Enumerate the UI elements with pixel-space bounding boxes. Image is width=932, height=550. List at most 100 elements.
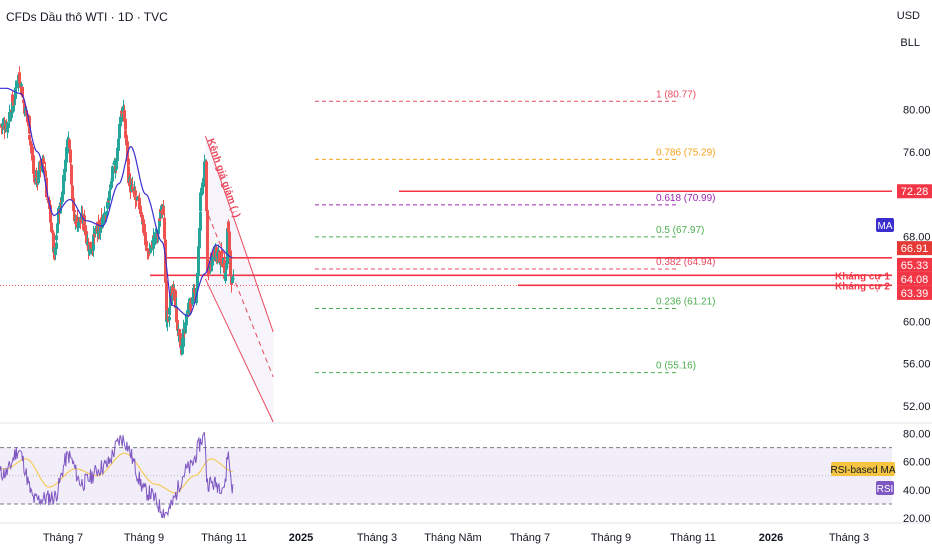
resistance-label: Kháng cự 1	[835, 271, 890, 282]
candle	[145, 232, 148, 250]
candle-body	[140, 212, 143, 218]
price-label-tag[interactable]: 65.33	[897, 257, 932, 272]
fib-level-label: 0.5 (67.97)	[656, 225, 704, 236]
candle	[16, 81, 19, 88]
candle-body	[112, 163, 115, 165]
candle-body	[133, 188, 136, 191]
ma-badge-bg	[876, 218, 894, 232]
candle	[94, 225, 97, 236]
price-label-bg	[897, 184, 932, 199]
candle-body	[49, 205, 52, 223]
candle-body	[86, 241, 89, 245]
x-axis-tick: Tháng 11	[670, 532, 716, 544]
candle-body	[89, 241, 92, 250]
fib-level-label: 0.786 (75.29)	[656, 147, 716, 158]
channel-lower-line	[204, 278, 274, 423]
candle-body	[126, 141, 129, 162]
candle	[68, 138, 71, 152]
candle	[192, 283, 195, 303]
candle	[33, 164, 36, 185]
x-axis-tick: Tháng 7	[43, 532, 83, 544]
candle-body	[106, 201, 109, 209]
candle	[12, 96, 15, 106]
candle-body	[39, 160, 42, 171]
candle-body	[198, 227, 201, 249]
candle	[39, 158, 42, 178]
candle	[69, 152, 72, 167]
candle-body	[138, 197, 141, 210]
price-label-text: 64.08	[901, 274, 929, 286]
candle-body	[212, 249, 215, 256]
ma-badge[interactable]: MA	[876, 218, 894, 232]
candle-body	[115, 159, 118, 170]
candle-body	[206, 210, 209, 254]
candle-body	[218, 251, 221, 264]
candle-body	[215, 247, 218, 258]
price-label-tag[interactable]: 63.39	[897, 285, 932, 300]
candle-body	[64, 164, 67, 173]
candle-body	[193, 288, 196, 293]
candle-body	[174, 290, 177, 308]
candle-body	[152, 237, 155, 248]
candle	[44, 161, 47, 177]
rsi-ma-badge[interactable]: RSI-based MA	[830, 462, 896, 476]
candle-body	[205, 161, 208, 212]
candle-body	[178, 329, 181, 335]
candle-body	[54, 248, 57, 256]
candle-body	[155, 230, 158, 237]
candle-body	[18, 74, 21, 84]
candle-body	[124, 130, 127, 138]
candle-body	[101, 217, 104, 228]
candle-body	[158, 218, 161, 221]
price-axis-tick: 68.00	[903, 232, 931, 244]
price-label-tag[interactable]: 72.28	[897, 184, 932, 199]
candle-body	[165, 280, 168, 322]
candle	[227, 219, 230, 233]
candle	[19, 78, 22, 95]
candle-body	[207, 268, 210, 271]
price-label-bg	[897, 271, 932, 286]
candle	[182, 319, 185, 355]
candle-body	[199, 192, 202, 211]
candle-body	[7, 123, 10, 125]
candle-body	[202, 182, 205, 186]
rsi-axis-tick: 40.00	[903, 485, 931, 497]
candle-body	[77, 222, 80, 228]
candle-body	[227, 221, 230, 233]
currency-label[interactable]: USD	[896, 10, 920, 22]
channel-mid-line	[204, 207, 274, 378]
candle-body	[11, 94, 14, 103]
candle-body	[114, 169, 117, 171]
candle-body	[65, 147, 68, 163]
candle-body	[19, 85, 22, 89]
candle-body	[224, 272, 227, 281]
candle-body	[146, 248, 149, 252]
fib-level-label: 0 (55.16)	[656, 361, 696, 372]
price-label-tag[interactable]: 66.91	[897, 241, 932, 256]
candle-body	[93, 234, 96, 237]
candle-body	[69, 153, 72, 163]
candle-body	[103, 212, 106, 220]
x-axis-tick: Tháng 3	[357, 532, 397, 544]
candle	[224, 267, 227, 284]
candle-body	[213, 259, 216, 261]
candle-body	[231, 277, 234, 284]
rsi-badge[interactable]: RSI	[876, 481, 894, 495]
candle-body	[201, 186, 204, 190]
rsi-ma-badge-bg	[831, 462, 895, 476]
candle	[122, 99, 125, 112]
rsi-badge-label: RSI	[877, 484, 894, 495]
candle-body	[182, 328, 185, 347]
chart-title: CFDs Dầu thô WTI · 1D · TVC	[6, 10, 168, 24]
unit-label[interactable]: BLL	[900, 37, 920, 49]
price-pane: 1 (80.77) 0.786 (75.29) 0.618 (70.99) 0.5 (…	[0, 66, 932, 423]
candle-body	[71, 185, 74, 201]
candle-body	[22, 99, 25, 103]
candle-body	[79, 220, 82, 222]
candle-body	[70, 164, 73, 185]
price-label-tag[interactable]: 64.08	[897, 271, 932, 286]
candle-body	[111, 166, 114, 182]
candle-body	[122, 107, 125, 111]
candle-body	[144, 232, 147, 241]
